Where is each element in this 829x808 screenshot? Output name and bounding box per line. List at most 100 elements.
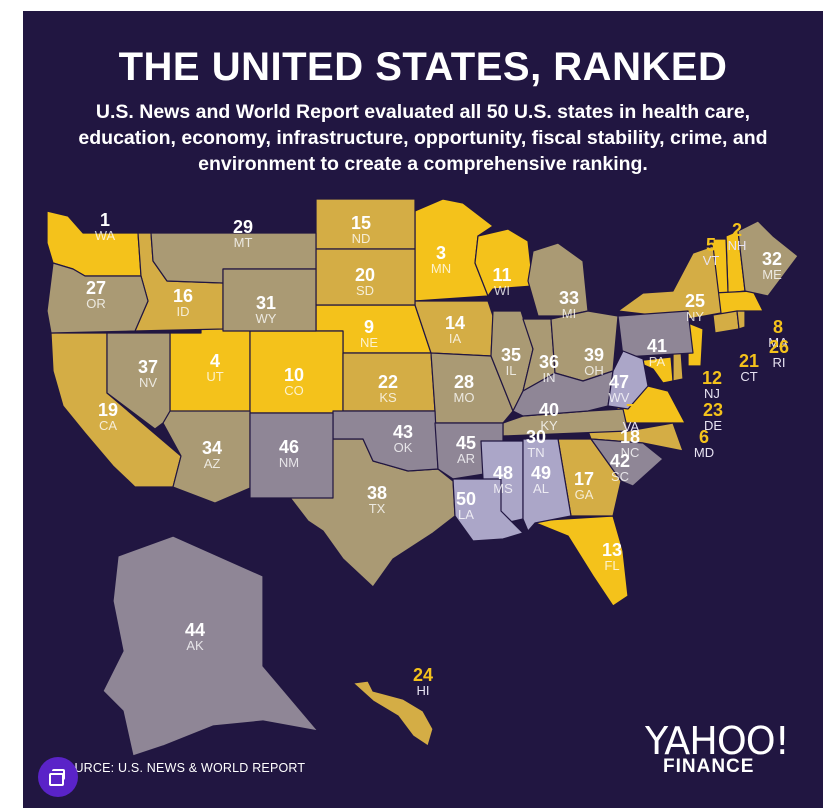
state-rank-oh: 39: [584, 345, 604, 365]
state-rank-md: 6: [699, 427, 709, 447]
state-abbr-il: IL: [506, 363, 517, 378]
state-shape-md: [634, 356, 674, 384]
state-rank-ma: 8: [773, 317, 783, 337]
state-abbr-ky: KY: [540, 418, 558, 433]
state-abbr-nh: NH: [728, 238, 747, 253]
state-rank-nc: 18: [620, 427, 640, 447]
state-rank-pa: 41: [647, 336, 667, 356]
state-rank-ak: 44: [185, 620, 205, 640]
state-shape-or: [46, 262, 149, 334]
state-rank-ny: 25: [685, 291, 705, 311]
state-rank-vt: 5: [706, 235, 716, 255]
state-abbr-mt: MT: [234, 235, 253, 250]
finance-logo-text: FINANCE: [663, 756, 755, 777]
state-rank-tx: 38: [367, 483, 387, 503]
state-shape-la: [452, 478, 524, 542]
state-rank-me: 32: [762, 249, 782, 269]
state-abbr-ma: MA: [768, 335, 788, 350]
state-rank-nv: 37: [138, 357, 158, 377]
state-abbr-de: DE: [704, 418, 722, 433]
state-abbr-al: AL: [533, 481, 549, 496]
state-abbr-nm: NM: [279, 455, 299, 470]
state-abbr-ak: AK: [186, 638, 204, 653]
state-abbr-ct: CT: [740, 369, 757, 384]
state-rank-id: 16: [173, 286, 193, 306]
state-abbr-wi: WI: [494, 283, 510, 298]
state-abbr-wa: WA: [95, 228, 116, 243]
state-abbr-ri: RI: [773, 355, 786, 370]
state-abbr-in: IN: [543, 370, 556, 385]
state-abbr-me: ME: [762, 267, 782, 282]
state-abbr-fl: FL: [604, 558, 619, 573]
state-shape-sc: [590, 438, 664, 487]
state-abbr-mo: MO: [454, 390, 475, 405]
state-abbr-ca: CA: [99, 418, 117, 433]
state-shape-ok: [332, 410, 439, 472]
state-abbr-ga: GA: [575, 487, 594, 502]
state-rank-or: 27: [86, 278, 106, 298]
state-abbr-ia: IA: [449, 331, 462, 346]
state-abbr-ny: NY: [686, 309, 704, 324]
state-abbr-az: AZ: [204, 456, 221, 471]
state-shape-hi: [352, 680, 434, 747]
state-rank-ms: 48: [493, 463, 513, 483]
state-abbr-mn: MN: [431, 261, 451, 276]
state-rank-ca: 19: [98, 400, 118, 420]
state-abbr-ms: MS: [493, 481, 513, 496]
state-rank-ok: 43: [393, 422, 413, 442]
state-rank-nd: 15: [351, 213, 371, 233]
state-rank-nm: 46: [279, 437, 299, 457]
state-shape-ri: [736, 310, 746, 330]
state-shape-ak: [102, 535, 319, 757]
state-shape-me: [737, 220, 799, 297]
state-rank-ne: 9: [364, 317, 374, 337]
state-rank-mt: 29: [233, 217, 253, 237]
state-rank-ut: 4: [210, 351, 220, 371]
state-rank-wv: 47: [609, 372, 629, 392]
state-rank-ks: 22: [378, 372, 398, 392]
state-rank-in: 36: [539, 352, 559, 372]
state-rank-sc: 42: [610, 451, 630, 471]
state-rank-fl: 13: [602, 540, 622, 560]
state-abbr-tn: TN: [527, 445, 544, 460]
state-rank-nh: 2: [732, 220, 742, 240]
state-abbr-nj: NJ: [704, 386, 720, 401]
state-rank-ky: 40: [539, 400, 559, 420]
state-abbr-md: MD: [694, 445, 714, 460]
state-rank-mo: 28: [454, 372, 474, 392]
state-abbr-nv: NV: [139, 375, 157, 390]
state-rank-wa: 1: [100, 210, 110, 230]
state-rank-de: 23: [703, 400, 723, 420]
state-shape-de: [672, 350, 684, 382]
state-shape-nm: [249, 412, 334, 499]
source-credit: SOURCE: U.S. NEWS & WORLD REPORT: [56, 761, 306, 775]
state-shape-pa: [617, 310, 694, 358]
yahoo-logo: YAHOO!: [645, 719, 790, 763]
state-rank-il: 35: [501, 345, 521, 365]
state-rank-co: 10: [284, 365, 304, 385]
state-shape-al: [522, 438, 572, 532]
state-rank-ar: 45: [456, 433, 476, 453]
state-rank-va: 7: [626, 401, 636, 421]
state-abbr-mi: MI: [562, 306, 576, 321]
state-rank-la: 50: [456, 489, 476, 509]
state-abbr-nc: NC: [621, 445, 640, 460]
state-abbr-pa: PA: [649, 354, 666, 369]
state-abbr-wy: WY: [256, 311, 277, 326]
state-rank-wy: 31: [256, 293, 276, 313]
state-abbr-ne: NE: [360, 335, 378, 350]
state-rank-wi: 11: [492, 265, 511, 285]
state-shape-ny: [617, 245, 722, 320]
state-rank-mn: 3: [436, 243, 446, 263]
state-abbr-tx: TX: [369, 501, 386, 516]
state-abbr-nd: ND: [352, 231, 371, 246]
state-abbr-la: LA: [458, 507, 474, 522]
expand-image-button[interactable]: [38, 757, 78, 797]
state-rank-tn: 30: [526, 427, 546, 447]
state-rank-ri: 26: [769, 337, 789, 357]
state-abbr-ut: UT: [206, 369, 223, 384]
infographic-panel: THE UNITED STATES, RANKED U.S. News and …: [23, 11, 823, 808]
state-abbr-id: ID: [177, 304, 190, 319]
state-abbr-ok: OK: [394, 440, 413, 455]
state-rank-nj: 12: [702, 368, 722, 388]
